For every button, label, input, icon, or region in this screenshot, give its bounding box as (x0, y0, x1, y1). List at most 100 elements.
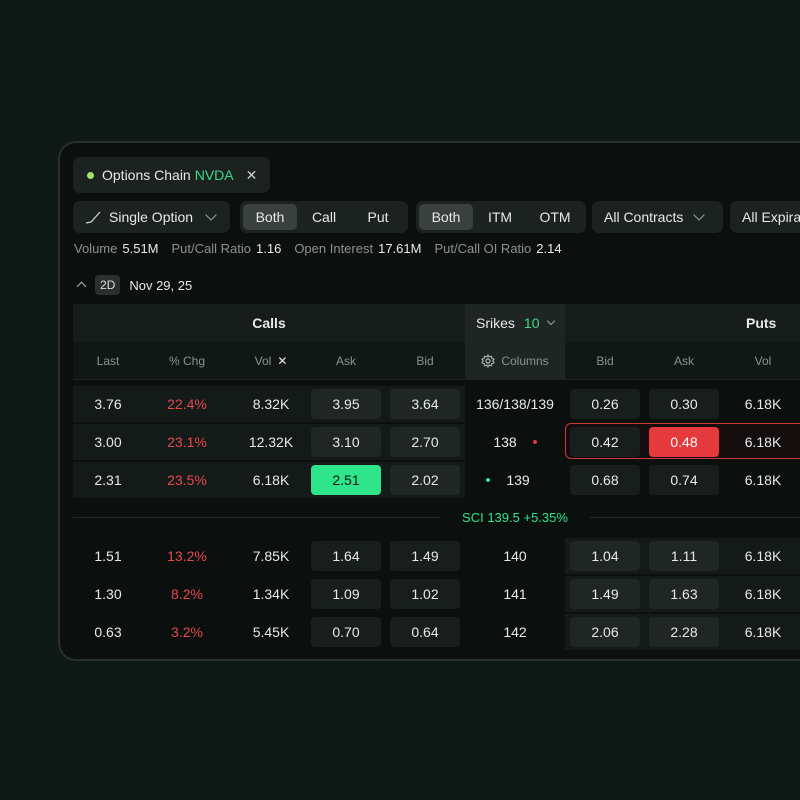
strike-cell: 140 (503, 548, 527, 564)
live-status-dot (87, 171, 94, 179)
chg-cell: 22.4% (167, 396, 207, 412)
expirations-dropdown[interactable]: All Expira (730, 201, 800, 233)
chevron-up-icon[interactable] (76, 281, 87, 292)
bid-cell[interactable]: 2.02 (390, 465, 460, 495)
calls-header-label: Calls (252, 315, 286, 331)
underlying-divider (73, 517, 800, 518)
ask-cell-selected[interactable]: 2.51 (311, 465, 381, 495)
chg-column-header[interactable]: % Chg (168, 354, 206, 368)
vol-cell: 8.32K (252, 396, 290, 412)
ask-cell[interactable]: 3.10 (311, 427, 381, 457)
chg-cell: 23.1% (167, 434, 207, 450)
vol-cell: 7.85K (252, 548, 290, 564)
put-bid-cell[interactable]: 0.68 (570, 465, 640, 495)
chevron-down-icon (693, 209, 706, 221)
calls-header: Calls (73, 304, 465, 342)
pcr-value: 1.16 (256, 241, 282, 256)
put-ask-cell[interactable]: 1.63 (649, 579, 719, 609)
stats-bar: Volume 5.51M Put/Call Ratio 1.16 Open Intere… (74, 241, 575, 256)
chevron-down-icon (547, 316, 556, 326)
put-bid-cell[interactable]: 0.42 (570, 427, 640, 457)
chg-cell: 3.2% (171, 624, 203, 640)
bid-cell[interactable]: 1.02 (390, 579, 460, 609)
remove-column-icon[interactable]: ✕ (277, 354, 288, 368)
strategy-line-icon (85, 211, 101, 224)
last-cell: 1.30 (94, 586, 122, 602)
put-bid-column-header[interactable]: Bid (596, 354, 614, 368)
vol-cell: 12.32K (248, 434, 294, 450)
put-bid-cell[interactable]: 1.49 (570, 579, 640, 609)
put-bid-cell[interactable]: 2.06 (570, 617, 640, 647)
put-vol-cell: 6.18K (744, 472, 782, 488)
strikes-selector[interactable]: Srikes 10 (465, 304, 565, 342)
underlying-price-label: SCI 139.5 +5.35% (440, 509, 590, 525)
option-type-toggle[interactable]: Both Call Put (240, 201, 408, 233)
put-ask-cell[interactable]: 1.11 (649, 541, 719, 571)
oi-value: 17.61M (378, 241, 422, 256)
type-put-segment[interactable]: Put (367, 209, 389, 225)
vol-column-header[interactable]: Vol ✕ (231, 342, 311, 380)
bid-cell[interactable]: 3.64 (390, 389, 460, 419)
last-cell: 2.31 (94, 472, 122, 488)
put-ask-cell[interactable]: 0.30 (649, 389, 719, 419)
vol-column-label: Vol (254, 354, 272, 368)
tab-symbol: NVDA (194, 167, 234, 183)
put-ask-cell-selected[interactable]: 0.48 (649, 427, 719, 457)
moneyness-itm-segment[interactable]: ITM (487, 209, 513, 225)
gear-icon (481, 354, 496, 368)
strike-cell: 138 (465, 427, 565, 457)
buy-indicator-dot (486, 478, 491, 482)
pcoi-value: 2.14 (536, 241, 562, 256)
put-bid-cell[interactable]: 1.04 (570, 541, 640, 571)
expiry-date: Nov 29, 25 (129, 277, 193, 293)
contracts-dropdown[interactable]: All Contracts (592, 201, 723, 233)
bid-cell[interactable]: 2.70 (390, 427, 460, 457)
put-vol-cell: 6.18K (744, 434, 782, 450)
pcr-label: Put/Call Ratio (171, 241, 251, 256)
put-ask-column-header[interactable]: Ask (673, 354, 694, 368)
type-both-segment[interactable]: Both (243, 204, 297, 230)
type-call-segment[interactable]: Call (311, 209, 337, 225)
columns-settings-button[interactable]: Columns (465, 342, 565, 380)
sell-indicator-dot (532, 440, 537, 444)
columns-label: Columns (501, 354, 549, 368)
options-chain-panel: Options Chain NVDA ✕ Single Option Both … (58, 141, 800, 661)
ask-cell[interactable]: 1.64 (311, 541, 381, 571)
put-bid-cell[interactable]: 0.26 (570, 389, 640, 419)
moneyness-toggle[interactable]: Both ITM OTM (416, 201, 586, 233)
strike-cell: 136/138/139 (476, 396, 554, 412)
chg-cell: 8.2% (171, 586, 203, 602)
ask-cell[interactable]: 0.70 (311, 617, 381, 647)
bid-column-header[interactable]: Bid (416, 354, 434, 368)
last-cell: 0.63 (94, 624, 122, 640)
last-column-header[interactable]: Last (96, 354, 120, 368)
strategy-label: Single Option (109, 209, 194, 225)
put-ask-cell[interactable]: 0.74 (649, 465, 719, 495)
ask-cell[interactable]: 1.09 (311, 579, 381, 609)
put-ask-cell[interactable]: 2.28 (649, 617, 719, 647)
tab-title: Options Chain (102, 167, 191, 183)
bid-cell[interactable]: 0.64 (390, 617, 460, 647)
moneyness-both-segment[interactable]: Both (419, 204, 473, 230)
strike-value: 138 (493, 434, 517, 450)
bid-cell[interactable]: 1.49 (390, 541, 460, 571)
strike-cell: 142 (503, 624, 527, 640)
expiry-group-header[interactable]: 2D Nov 29, 25 (74, 275, 192, 295)
ask-cell[interactable]: 3.95 (311, 389, 381, 419)
vol-cell: 5.45K (252, 624, 290, 640)
options-chain-tab[interactable]: Options Chain NVDA ✕ (73, 157, 270, 193)
strikes-label: Srikes (476, 315, 515, 331)
puts-header: Puts (565, 304, 800, 342)
strike-cell: 141 (503, 586, 527, 602)
vol-cell: 1.34K (252, 586, 290, 602)
ask-column-header[interactable]: Ask (335, 354, 356, 368)
last-cell: 3.00 (94, 434, 122, 450)
put-vol-column-header[interactable]: Vol (754, 354, 772, 368)
chg-cell: 13.2% (167, 548, 207, 564)
column-header-row: Last % Chg Vol ✕ Ask Bid Columns Bid Ask… (73, 342, 800, 380)
strategy-dropdown[interactable]: Single Option (73, 201, 230, 233)
close-icon[interactable]: ✕ (245, 166, 258, 183)
moneyness-otm-segment[interactable]: OTM (539, 209, 571, 225)
pcoi-label: Put/Call OI Ratio (434, 241, 532, 256)
strikes-count: 10 (523, 315, 540, 331)
